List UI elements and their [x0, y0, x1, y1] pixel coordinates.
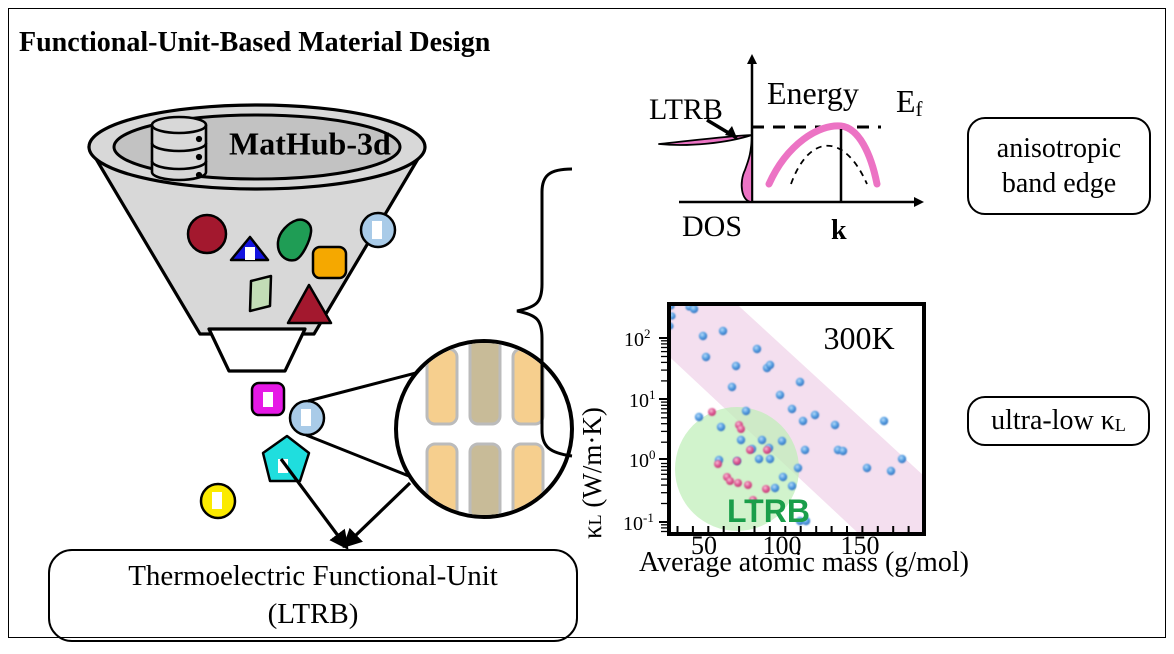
svg-text:LTRB: LTRB	[649, 93, 723, 126]
svg-text:k: k	[831, 215, 847, 246]
svg-text:Ef: Ef	[896, 83, 923, 121]
svg-text:10-1: 10-1	[623, 510, 654, 535]
svg-text:DOS: DOS	[682, 210, 742, 243]
svg-text:LTRB: LTRB	[727, 493, 810, 529]
svg-text:Energy: Energy	[767, 75, 859, 111]
svg-text:MatHub-3d: MatHub-3d	[229, 125, 391, 161]
svg-text:300K: 300K	[823, 320, 894, 356]
